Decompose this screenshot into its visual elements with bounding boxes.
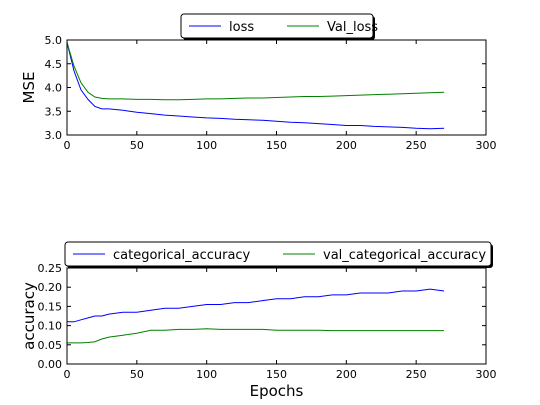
y-axis-label: accuracy [20,282,38,350]
legend-box [64,241,492,267]
x-tick-label: 300 [476,368,497,381]
legend: categorical_accuracy val_categorical_accu… [64,241,493,268]
y-tick-label: 0.15 [38,300,63,313]
series-line-Val-loss [66,42,445,101]
chart-panel-1: 0 50 100 150 200 250 300 3.0 3.5 4.0 4.5 5.0 MSE loss… [20,13,497,152]
y-axis-label: MSE [20,72,38,104]
y-tick-label: 0.25 [38,262,63,275]
y-tick-label: 5.0 [45,34,63,47]
x-tick-label: 100 [196,368,217,381]
y-tick-label: 3.5 [45,105,63,118]
series-line-categorical-accuracy [67,288,445,323]
legend-label-val-categorical-accuracy: val_categorical_accuracy [323,248,486,263]
series-line-val-categorical-accuracy [67,328,445,344]
y-tick-label: 0.05 [38,339,63,352]
x-tick-label: 150 [266,139,287,152]
y-tick-label: 4.0 [45,82,63,95]
x-tick-label: 100 [196,139,217,152]
legend-label-loss: loss [229,20,254,35]
legend-box [180,13,374,39]
x-tick-label: 200 [336,139,357,152]
plot-frame [66,267,487,365]
x-tick-label: 300 [476,139,497,152]
x-tick-label: 50 [130,368,144,381]
x-tick-label: 0 [64,368,71,381]
chart-panel-2: 0 50 100 150 200 250 300 0.00 0.05 0.10 0.15 0.20 0.… [20,241,497,400]
y-tick-label: 4.5 [45,58,63,71]
x-axis-label: Epochs [250,382,304,400]
y-tick-label: 0.20 [38,281,63,294]
x-tick-label: 150 [266,368,287,381]
x-tick-label: 50 [130,139,144,152]
x-tick-label: 200 [336,368,357,381]
x-tick-label: 250 [406,139,427,152]
legend: loss Val_loss [180,13,378,40]
series-line-loss [66,42,445,130]
x-tick-label: 250 [406,368,427,381]
y-tick-label: 0.00 [38,358,63,371]
legend-label-Val-loss: Val_loss [327,20,378,35]
x-tick-label: 0 [64,139,71,152]
y-tick-label: 3.0 [45,129,63,142]
y-tick-label: 0.10 [38,320,63,333]
legend-label-categorical-accuracy: categorical_accuracy [113,248,251,263]
